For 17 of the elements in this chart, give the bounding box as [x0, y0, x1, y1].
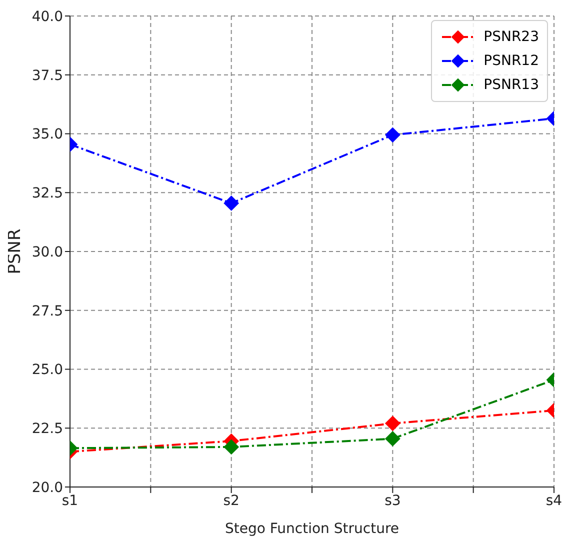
x-axis-title: Stego Function Structure — [224, 521, 400, 537]
y-tick-label: 27.5 — [32, 303, 63, 320]
legend-label: PSNR13 — [484, 77, 539, 93]
y-tick-label: 37.5 — [32, 68, 63, 84]
y-tick-label: 30.0 — [32, 244, 63, 260]
y-tick-label: 20.0 — [32, 480, 63, 496]
legend-label: PSNR12 — [484, 53, 539, 69]
y-tick-label: 32.5 — [32, 186, 63, 202]
y-tick-label: 25.0 — [32, 362, 63, 378]
y-tick-label: 35.0 — [32, 126, 63, 143]
x-tick-label: s1 — [62, 492, 78, 509]
legend-label: PSNR23 — [484, 29, 539, 45]
x-tick-label: s4 — [546, 492, 562, 509]
x-tick-label: s2 — [223, 492, 240, 509]
y-tick-label: 22.5 — [32, 421, 63, 438]
x-tick-label: s3 — [384, 492, 401, 509]
y-tick-label: 40.0 — [32, 8, 63, 25]
